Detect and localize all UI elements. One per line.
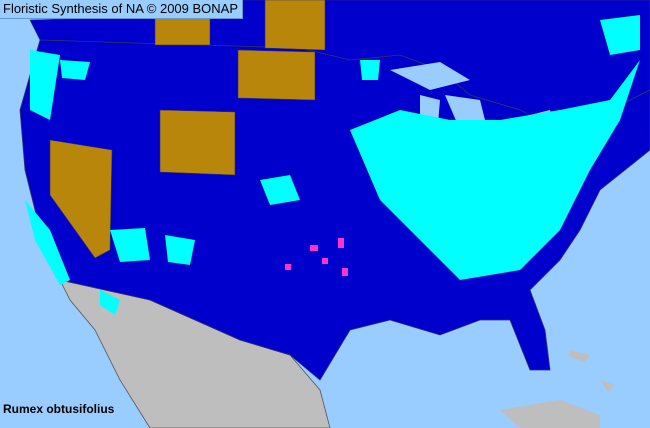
map-title: Floristic Synthesis of NA © 2009 BONAP bbox=[0, 0, 244, 19]
cuba bbox=[500, 400, 600, 428]
county-presence bbox=[25, 15, 640, 315]
species-name: Rumex obtusifolius bbox=[3, 402, 115, 416]
nevada bbox=[49, 139, 113, 259]
rare-counties bbox=[285, 238, 348, 276]
bahamas bbox=[568, 350, 615, 392]
wyoming bbox=[159, 109, 236, 176]
montana-part bbox=[264, 0, 326, 51]
north-dakota bbox=[237, 49, 316, 101]
gold-states bbox=[49, 0, 326, 259]
